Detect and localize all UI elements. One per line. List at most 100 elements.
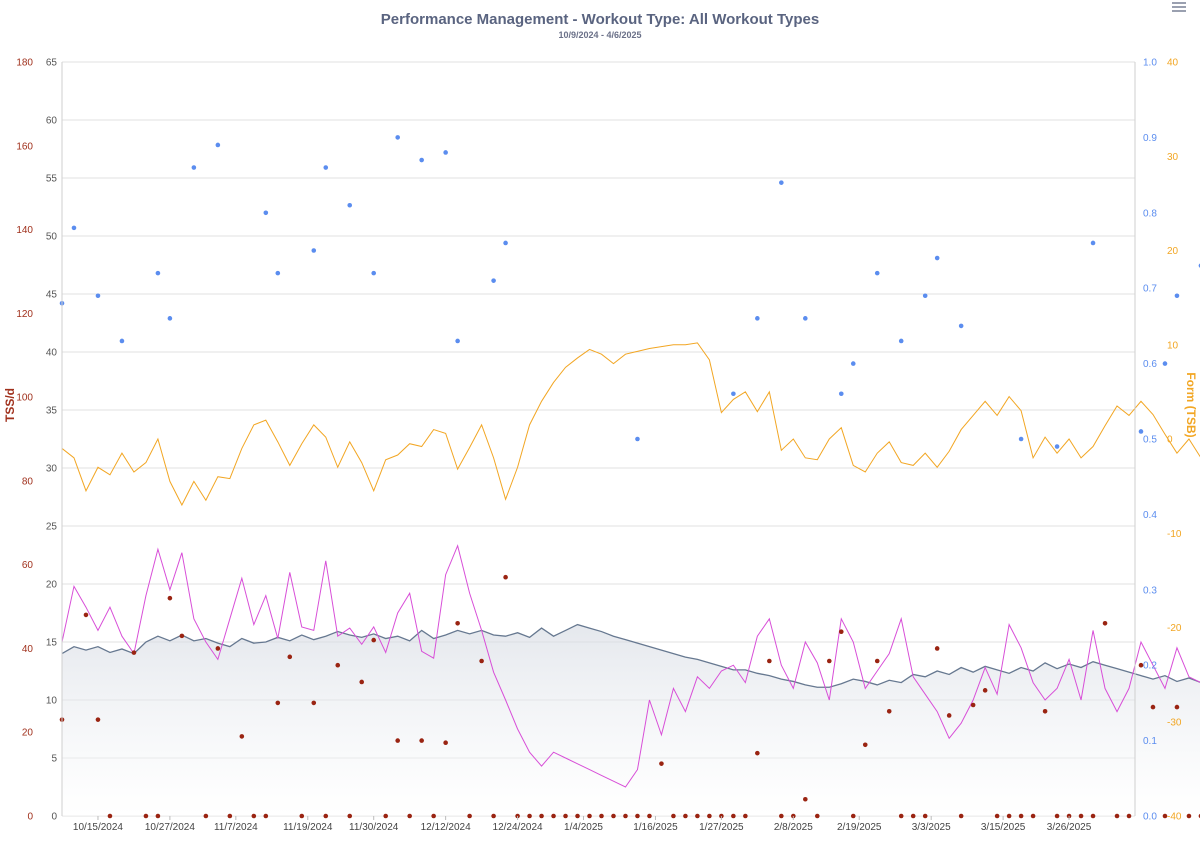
if-dot: [167, 316, 173, 321]
if-dot: [443, 150, 448, 155]
x-tick-label: 10/15/2024: [73, 822, 123, 833]
fitness-line: [61, 623, 1200, 688]
tss-dot: [683, 813, 688, 819]
if-dots: [59, 135, 1200, 449]
tss-dot: [611, 813, 616, 819]
tss-dot: [179, 633, 185, 639]
fitness-series: [61, 623, 1200, 816]
if-dot: [347, 202, 353, 208]
chart-title: Performance Management - Workout Type: A…: [381, 11, 819, 28]
form-tick-label: 40: [1167, 58, 1179, 69]
tss-dot: [563, 813, 568, 819]
form-tick-label: 20: [1167, 246, 1179, 257]
tss-dot: [587, 813, 592, 819]
form-axis-title: Form (TSB): [1184, 372, 1198, 437]
tss-tick-label: 120: [16, 309, 33, 320]
if-tick-label: 0.2: [1143, 661, 1157, 672]
if-tick-label: 0.8: [1143, 208, 1157, 219]
tss-dot: [431, 813, 436, 819]
if-dot: [215, 142, 221, 148]
ctl-tick-label: 45: [46, 290, 58, 301]
tss-dot: [838, 629, 844, 634]
tss-dot: [898, 813, 904, 819]
if-dot: [1054, 444, 1060, 449]
x-tick-label: 2/8/2025: [774, 822, 813, 833]
tss-dot: [1150, 704, 1156, 710]
tss-dot: [1078, 813, 1084, 819]
form-tick-label: -30: [1167, 717, 1182, 728]
if-dot: [635, 436, 640, 442]
ctl-tick-label: 0: [51, 812, 57, 823]
x-tick-label: 1/16/2025: [633, 822, 678, 833]
form-tick-label: -10: [1167, 529, 1182, 540]
tss-dot: [455, 621, 460, 626]
tss-dot: [239, 734, 245, 739]
tss-dot: [599, 813, 604, 819]
tss-dot: [970, 702, 976, 708]
tss-dot: [347, 813, 353, 819]
tss-dot: [575, 813, 580, 819]
if-dot: [922, 293, 928, 299]
if-dot: [874, 270, 880, 276]
tss-dot: [934, 646, 940, 651]
if-dot: [419, 157, 424, 163]
tss-dot: [83, 612, 89, 618]
if-tick-label: 0.5: [1143, 435, 1157, 446]
if-dot: [455, 338, 460, 344]
tss-dot: [539, 813, 544, 819]
tss-dot: [814, 813, 820, 819]
tss-tick-label: 180: [16, 58, 33, 69]
chart-menu-icon[interactable]: [1172, 0, 1186, 14]
if-dot: [755, 316, 760, 321]
x-tick-label: 2/19/2025: [837, 822, 882, 833]
tss-dot: [826, 658, 832, 664]
if-dot: [95, 293, 101, 299]
fitness-area: [62, 624, 1200, 816]
tss-dot: [407, 813, 412, 819]
tss-dot: [323, 813, 329, 819]
tss-dot: [251, 813, 257, 819]
tss-dot: [743, 813, 748, 819]
form-tick-label: -40: [1167, 812, 1182, 823]
form-series: [61, 342, 1200, 507]
tss-dot: [551, 813, 556, 819]
if-dot: [898, 338, 904, 344]
if-dot: [934, 255, 940, 261]
tss-dot: [1090, 813, 1096, 819]
tss-dot: [755, 750, 760, 756]
tss-dot: [922, 813, 928, 819]
tss-dot: [623, 813, 628, 819]
if-tick-label: 0.7: [1143, 284, 1157, 295]
tss-dot: [143, 813, 149, 819]
tss-dot: [227, 813, 233, 819]
tss-dot: [874, 658, 880, 664]
tss-dot: [167, 595, 173, 601]
if-dot: [958, 323, 964, 329]
if-dot: [395, 135, 400, 140]
ctl-tick-label: 30: [46, 464, 58, 475]
tss-dot: [155, 813, 161, 819]
if-tick-label: 1.0: [1143, 58, 1157, 69]
tss-dot: [443, 740, 448, 745]
tss-dot: [1102, 621, 1108, 626]
form-tick-label: 30: [1167, 152, 1179, 163]
tss-dot: [215, 646, 221, 651]
tss-dot: [359, 679, 365, 685]
tss-dot: [527, 813, 532, 819]
tss-dot: [1174, 704, 1180, 710]
x-tick-label: 11/19/2024: [283, 822, 333, 833]
tss-dot: [886, 708, 892, 714]
if-dot: [191, 165, 197, 170]
tss-dot: [287, 654, 293, 660]
if-dot: [275, 270, 281, 276]
x-tick-label: 3/3/2025: [912, 822, 951, 833]
ctl-tick-label: 60: [46, 116, 58, 127]
tss-dot: [419, 738, 424, 743]
if-dot: [1162, 361, 1168, 366]
if-dot: [850, 361, 856, 366]
tss-dot: [107, 813, 113, 819]
if-dot: [311, 248, 317, 253]
tss-dot: [1054, 813, 1060, 819]
tss-dot: [994, 813, 1000, 819]
